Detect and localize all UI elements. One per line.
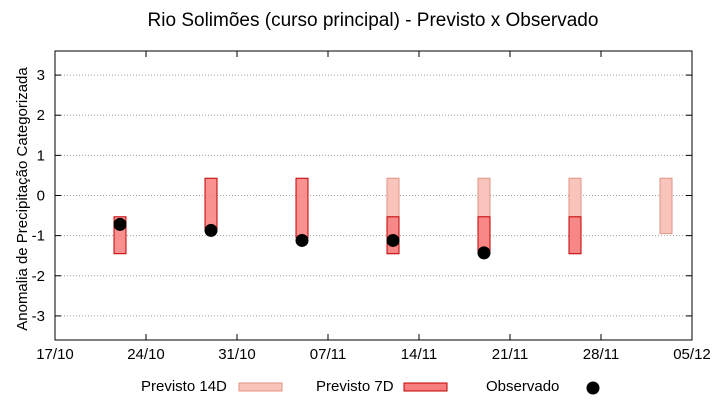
x-tick-label: 07/11 [310, 346, 346, 363]
bar-previsto-7d [568, 216, 582, 255]
y-tick-label: -3 [32, 308, 45, 325]
grid-lines [55, 74, 692, 317]
legend-label: Previsto 14D [141, 378, 227, 395]
y-tick-label: 2 [37, 107, 45, 124]
y-tick-label: -2 [32, 268, 45, 285]
x-tick-label: 05/12 [673, 346, 711, 363]
y-tick-label: -1 [32, 228, 45, 245]
axis-ticks: -3 -2 -1 0 1 2 3 17/10 24/10 31/10 07/11 14/11 21/11… [32, 51, 711, 363]
legend: Previsto 14D Previsto 7D Observado [141, 378, 600, 395]
point-observado [113, 217, 127, 231]
point-observado [204, 223, 218, 237]
legend-marker [586, 381, 600, 395]
legend-label: Previsto 7D [316, 378, 394, 395]
bar-previsto-7d [295, 177, 309, 239]
bar-previsto-7d [204, 177, 218, 231]
legend-swatch [238, 382, 283, 392]
y-tick-label: 1 [37, 147, 45, 164]
point-observado [295, 233, 309, 247]
y-axis-label: Anomalia de Precipitação Categorizada [14, 67, 31, 331]
legend-label: Observado [486, 378, 559, 395]
bar-previsto-14d [659, 177, 673, 235]
y-tick-label: 0 [37, 188, 45, 205]
points-layer [113, 217, 491, 260]
point-observado [477, 246, 491, 260]
legend-swatch [403, 382, 448, 392]
y-tick-label: 3 [37, 67, 45, 84]
x-tick-label: 17/10 [36, 346, 74, 363]
x-tick-label: 21/11 [492, 346, 528, 363]
x-tick-label: 14/11 [401, 346, 437, 363]
x-tick-label: 31/10 [218, 346, 256, 363]
chart-title: Rio Solimões (curso principal) - Previst… [148, 10, 599, 31]
x-tick-label: 24/10 [127, 346, 165, 363]
x-tick-label: 28/11 [583, 346, 619, 363]
point-observado [386, 233, 400, 247]
